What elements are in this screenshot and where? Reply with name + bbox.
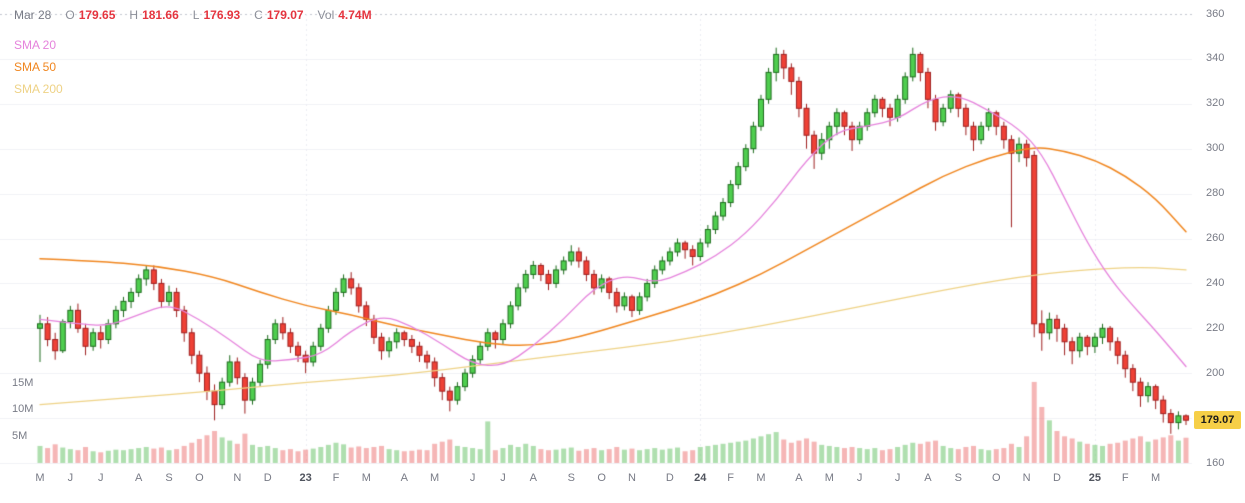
month-tick-label: M	[361, 472, 371, 484]
legend-low: L 176.93	[192, 8, 241, 22]
sma-legend: SMA 20 SMA 50 SMA 200	[14, 34, 63, 100]
price-tick-label: 280	[1206, 187, 1225, 200]
month-tick-label: J	[97, 472, 104, 484]
month-tick-label: A	[924, 472, 932, 484]
sma20-legend-label[interactable]: SMA 20	[14, 38, 57, 52]
volume-tick-label: 15M	[12, 376, 34, 389]
sma50-legend-label[interactable]: SMA 50	[14, 60, 57, 74]
year-tick-label: 23	[299, 472, 312, 484]
ohlc-legend: Mar 28 O 179.65 H 181.66 L 176.93 C 179.…	[14, 8, 372, 22]
month-tick-label: O	[195, 472, 204, 484]
month-tick-label: J	[856, 472, 863, 484]
month-tick-label: J	[500, 472, 506, 484]
year-tick-label: 25	[1088, 472, 1102, 484]
month-tick-label: J	[67, 472, 74, 484]
price-tick-label: 340	[1206, 52, 1225, 65]
month-tick-label: J	[469, 472, 476, 484]
month-tick-label: M	[824, 472, 834, 484]
month-tick-label: M	[1151, 472, 1161, 484]
month-tick-label: N	[233, 472, 242, 484]
month-tick-label: F	[727, 472, 734, 484]
last-price-badge: 179.07	[1194, 411, 1241, 430]
legend-close: C 179.07	[254, 8, 304, 22]
sma200-legend-label[interactable]: SMA 200	[14, 82, 63, 96]
price-tick-label: 360	[1206, 7, 1225, 20]
month-tick-label: F	[332, 472, 340, 484]
time-axis[interactable]: M J J A S O N D 23 F M A M J J A S O N D 24 F M A M J J A S O N D 25 F M	[0, 466, 1192, 490]
month-tick-label: D	[665, 472, 674, 484]
month-tick-label: A	[134, 472, 143, 484]
month-tick-label: O	[991, 472, 1001, 484]
month-tick-label: D	[263, 472, 272, 484]
month-tick-label: S	[567, 472, 575, 484]
price-tick-label: 220	[1206, 321, 1225, 334]
month-tick-label: N	[627, 472, 636, 484]
legend-date: Mar 28	[14, 8, 52, 22]
month-tick-label: A	[400, 472, 408, 484]
month-tick-label: D	[1052, 472, 1061, 484]
price-tick-label: 240	[1206, 276, 1225, 289]
month-tick-label: N	[1022, 472, 1031, 484]
month-tick-label: O	[597, 472, 606, 484]
price-tick-label: 160	[1206, 456, 1225, 469]
price-tick-label: 260	[1206, 232, 1225, 244]
price-tick-label: 320	[1206, 97, 1225, 110]
legend-volume: Vol 4.74M	[317, 8, 372, 22]
volume-axis: 15M 10M 5M	[0, 0, 38, 503]
month-tick-label: A	[795, 472, 803, 484]
price-tick-label: 200	[1206, 366, 1225, 379]
month-tick-label: M	[430, 472, 440, 484]
year-tick-label: 24	[694, 472, 707, 484]
price-tick-label: 300	[1206, 142, 1225, 155]
month-tick-label: F	[1121, 472, 1129, 484]
month-tick-label: J	[894, 472, 901, 484]
month-tick-label: S	[954, 472, 962, 484]
legend-open: O 179.65	[65, 8, 116, 22]
legend-high: H 181.66	[129, 8, 179, 22]
month-tick-label: M	[35, 472, 45, 484]
month-tick-label: M	[756, 472, 766, 484]
month-tick-label: S	[165, 472, 173, 484]
volume-tick-label: 5M	[12, 429, 28, 442]
volume-tick-label: 10M	[12, 403, 34, 416]
month-tick-label: A	[529, 472, 537, 484]
